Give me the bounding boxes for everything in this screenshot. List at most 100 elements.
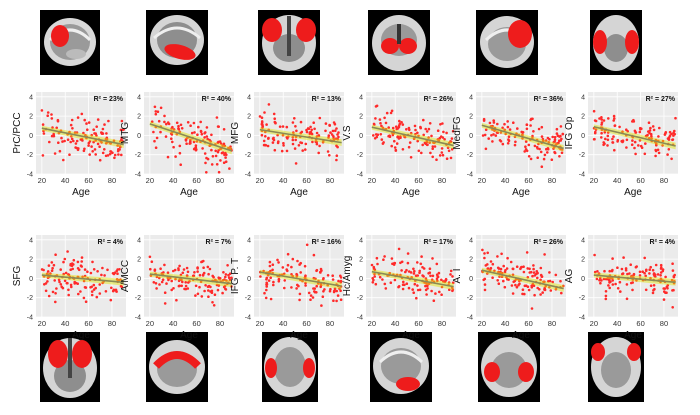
data-point [93,132,96,135]
data-point [438,136,442,140]
data-point [45,272,49,276]
data-point [315,131,319,135]
data-point [96,270,99,273]
data-point [92,283,96,287]
data-point [119,140,122,143]
data-point [317,151,321,155]
data-point [621,130,624,133]
data-point [416,261,419,264]
data-point [64,271,68,275]
data-point [80,137,84,141]
data-point [440,285,444,289]
data-point [214,154,218,158]
data-point [89,286,92,289]
data-point [556,134,560,137]
data-point [416,131,419,135]
x-axis-label: Age [290,330,308,341]
y-tick-label: -2 [357,295,363,302]
brain-image-ifg-op [590,10,642,75]
data-point [436,129,440,132]
data-point [374,105,378,108]
data-point [334,129,337,132]
data-point [405,128,408,131]
data-point [593,253,596,257]
data-point [154,146,158,149]
data-point [194,294,197,297]
data-point [283,286,286,290]
data-point [401,283,405,287]
x-tick-label: 60 [302,176,310,185]
data-point [304,284,307,287]
data-point [437,271,441,275]
data-point [293,117,296,120]
data-point [662,298,666,301]
data-point [215,116,219,119]
data-point [504,269,507,272]
data-point [315,135,319,138]
data-point [624,268,628,272]
data-point [611,279,614,282]
data-point [414,132,417,136]
trend-line [41,127,124,146]
data-point [90,145,93,148]
data-point [412,272,416,275]
data-point [182,268,186,271]
data-point [602,119,606,122]
y-tick-label: -4 [467,172,473,179]
data-point [329,131,332,134]
y-axis-label: MTG [120,122,131,144]
data-point [381,126,385,130]
data-point [290,273,293,276]
brain-image-medfg [476,10,538,75]
data-point [530,117,533,121]
data-point [339,279,343,283]
data-point [524,140,528,143]
data-point [318,144,321,148]
data-point [666,153,669,156]
data-point [652,284,656,287]
data-point [415,296,418,300]
data-point [526,285,530,289]
data-point [50,113,53,116]
data-point [482,278,486,282]
data-point [657,151,661,155]
data-point [155,275,159,279]
data-point [447,281,451,284]
data-point [600,131,603,135]
data-point [260,121,264,125]
data-point [652,289,655,292]
scatter-panel: R² = 17% -4 -2 0 2 4 20 40 60 80 Age Hc/Amyg [342,235,456,341]
y-axis-label: A. I [452,268,463,283]
data-point [115,278,119,281]
data-point [621,272,624,276]
data-point [57,278,61,282]
data-point [446,146,450,149]
data-point [650,134,653,138]
brain-svg [593,15,639,71]
data-point [372,122,376,126]
y-tick-label: -2 [245,152,251,159]
data-point [441,153,445,157]
data-point [401,123,405,126]
data-point [267,103,271,106]
y-tick-label: -2 [467,152,473,159]
data-point [650,137,653,140]
data-point [172,287,175,290]
data-point [96,118,100,121]
data-point [192,121,196,125]
data-point [483,256,486,260]
data-point [381,278,384,281]
data-point [332,121,336,124]
data-point [61,140,64,143]
data-point [419,125,422,129]
data-point [535,272,538,276]
data-point [76,148,80,152]
data-point [399,273,402,277]
y-tick-label: 4 [247,237,251,244]
data-point [90,290,94,293]
data-point [291,121,295,124]
data-point [107,119,110,123]
data-point [503,128,507,132]
brain-svg [264,337,316,397]
data-point [399,135,402,138]
